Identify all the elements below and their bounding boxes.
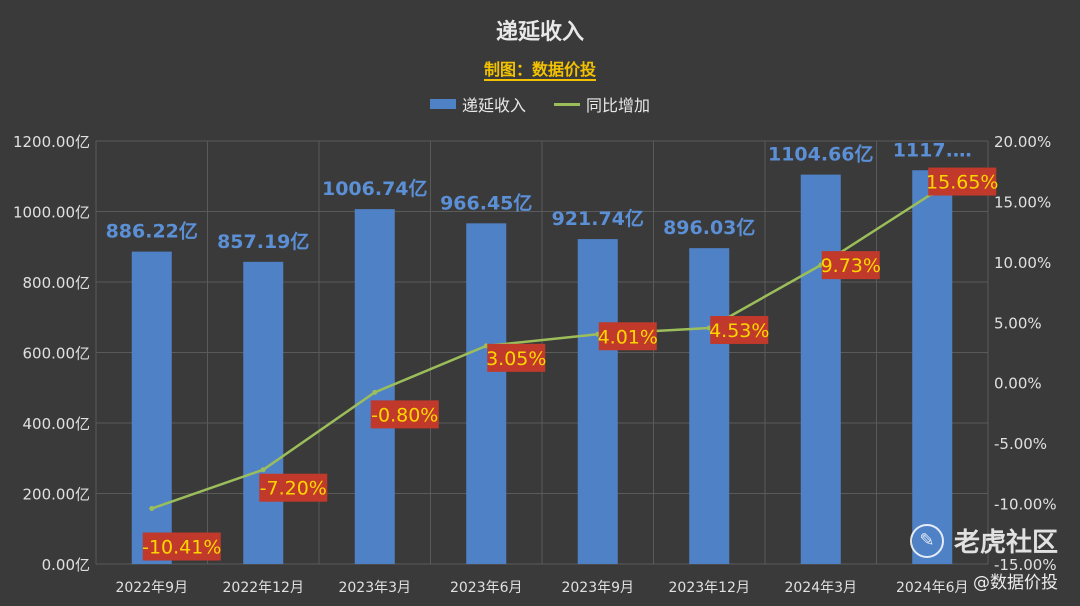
bar [466, 223, 507, 565]
line-data-label: -0.80% [371, 404, 438, 426]
pct-label-box [821, 251, 880, 280]
line-series-path [151, 192, 933, 510]
line-point [372, 389, 378, 395]
y-left-tick-label: 800.00亿 [23, 274, 91, 292]
line-point [260, 467, 266, 473]
bar [800, 174, 841, 564]
bar-data-label: 1117.… [893, 139, 972, 161]
x-tick-label: 2024年3月 [784, 580, 857, 596]
line-data-label: 9.73% [821, 255, 881, 277]
line-data-label: 15.65% [926, 172, 998, 194]
y-left-tick-label: 1000.00亿 [13, 204, 90, 222]
legend-label-line: 同比增加 [586, 96, 651, 115]
tiger-logo-icon: ✎ [909, 523, 944, 558]
line-data-label: 3.05% [486, 348, 546, 370]
y-right-tick-label: -5.00% [994, 435, 1047, 453]
y-left-tick-label: 600.00亿 [23, 345, 91, 363]
pct-label-box [259, 473, 328, 502]
y-right-tick-label: 15.00% [994, 193, 1051, 211]
pct-label-box [710, 315, 769, 344]
watermark-text: 老虎社区 [953, 528, 1058, 558]
pct-label-box [370, 400, 439, 429]
y-left-tick-label: 400.00亿 [23, 415, 91, 433]
bar-data-label: 921.74亿 [552, 207, 644, 230]
line-point [149, 506, 155, 512]
bar-data-label: 1006.74亿 [322, 177, 428, 200]
chart-subtitle: 制图：数据价投 [0, 56, 1080, 81]
pct-label-box [928, 167, 997, 196]
y-left-tick-label: 0.00亿 [42, 556, 90, 574]
chart-title: 递延收入 [495, 20, 584, 45]
y-right-tick-label: -10.00% [994, 496, 1057, 514]
subtitle-text: 制图：数据价投 [483, 60, 596, 81]
bar [243, 261, 284, 564]
x-tick-label: 2023年6月 [450, 580, 523, 596]
bar-data-label: 886.22亿 [106, 220, 198, 243]
y-right-tick-label: 0.00% [994, 375, 1042, 393]
y-right-tick-label: 5.00% [994, 314, 1042, 332]
y-right-tick-label: 20.00% [994, 133, 1051, 151]
x-tick-label: 2022年9月 [115, 580, 188, 596]
x-tick-label: 2022年12月 [223, 580, 304, 596]
pct-label-box [487, 343, 546, 372]
legend-swatch-line [554, 102, 580, 106]
y-right-tick-label: 10.00% [994, 254, 1051, 272]
y-right-tick-label: -15.00% [994, 556, 1057, 574]
x-tick-label: 2023年3月 [338, 580, 411, 596]
legend-item-line: 同比增加 [554, 92, 650, 116]
legend: 递延收入 同比增加 [0, 92, 1080, 116]
x-tick-label: 2024年6月 [896, 580, 969, 596]
line-data-label: -7.20% [260, 478, 327, 500]
bar-data-label: 896.03亿 [663, 216, 755, 239]
legend-swatch-bar [429, 99, 456, 109]
y-left-tick-label: 1200.00亿 [13, 133, 90, 151]
bar [131, 251, 172, 564]
line-data-label: -10.41% [142, 537, 221, 559]
bar-data-label: 1104.66亿 [768, 143, 874, 166]
legend-item-bar: 递延收入 [429, 92, 526, 116]
watermark: ✎ 老虎社区 [909, 522, 1058, 559]
pct-label-box [142, 532, 221, 561]
legend-label-bar: 递延收入 [461, 96, 526, 115]
bar [912, 170, 953, 564]
source-credit: @数据价投 [973, 573, 1058, 593]
line-data-label: 4.53% [709, 320, 769, 342]
line-data-label: 4.01% [598, 326, 658, 348]
bar [689, 248, 730, 565]
x-tick-label: 2023年12月 [669, 580, 750, 596]
pct-label-box [598, 322, 657, 351]
bar [577, 239, 618, 564]
bar-data-label: 857.19亿 [217, 230, 309, 253]
x-tick-label: 2023年9月 [561, 580, 634, 596]
bar-data-label: 966.45亿 [440, 191, 532, 214]
y-left-tick-label: 200.00亿 [23, 486, 91, 504]
